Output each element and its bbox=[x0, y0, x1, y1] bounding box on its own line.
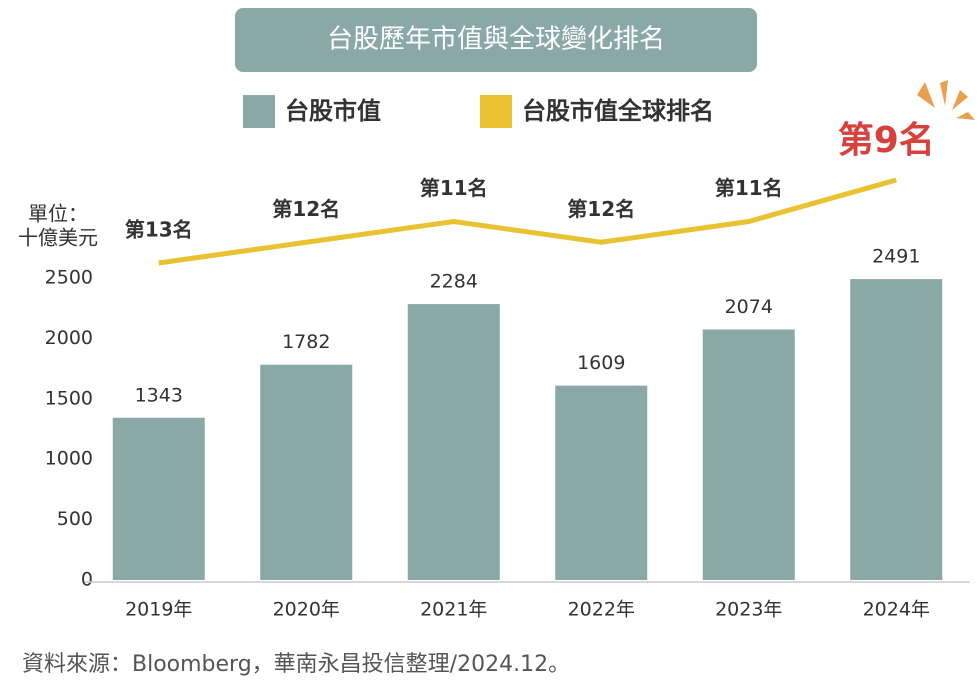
chart-title: 台股歷年市值與全球變化排名 bbox=[327, 25, 665, 55]
bar bbox=[112, 417, 205, 580]
burst bbox=[917, 80, 975, 120]
legend-swatch bbox=[243, 95, 275, 128]
bar bbox=[407, 304, 500, 580]
bar bbox=[850, 279, 943, 580]
rank-label: 第9名 bbox=[838, 120, 935, 161]
y-tick-label: 1000 bbox=[45, 448, 93, 470]
bar-value-label: 2284 bbox=[430, 271, 478, 293]
bar-value-label: 1782 bbox=[282, 331, 330, 353]
y-axis-label: 十億美元 bbox=[18, 226, 98, 250]
legend-swatch bbox=[480, 95, 512, 128]
y-tick-label: 500 bbox=[57, 508, 93, 530]
bar-value-label: 1343 bbox=[135, 384, 183, 406]
rank-label: 第12名 bbox=[567, 197, 635, 221]
y-tick-label: 2000 bbox=[45, 327, 93, 349]
x-tick-label: 2019年 bbox=[125, 599, 192, 621]
y-tick-label: 1500 bbox=[45, 387, 93, 409]
x-tick-label: 2021年 bbox=[420, 599, 487, 621]
x-tick-label: 2022年 bbox=[568, 599, 635, 621]
x-tick-label: 2024年 bbox=[863, 599, 930, 621]
x-tick-label: 2020年 bbox=[273, 599, 340, 621]
bar-value-label: 1609 bbox=[577, 352, 625, 374]
rank-label: 第11名 bbox=[420, 176, 488, 200]
title-box bbox=[235, 8, 757, 72]
legend-label: 台股市值全球排名 bbox=[522, 97, 714, 125]
bar bbox=[260, 364, 353, 580]
source-note: 資料來源：Bloomberg，華南永昌投信整理/2024.12。 bbox=[22, 652, 570, 677]
legend-label: 台股市值 bbox=[285, 97, 381, 125]
bar-value-label: 2074 bbox=[725, 296, 773, 318]
y-tick-label: 2500 bbox=[45, 267, 93, 289]
bar-value-label: 2491 bbox=[872, 246, 920, 268]
rank-label: 第11名 bbox=[715, 176, 783, 200]
x-tick-label: 2023年 bbox=[715, 599, 782, 621]
y-axis-label: 單位： bbox=[28, 202, 88, 226]
bar bbox=[555, 385, 648, 580]
y-tick-label: 0 bbox=[81, 569, 93, 591]
rank-line bbox=[158, 177, 897, 266]
rank-label: 第12名 bbox=[272, 197, 340, 221]
bar bbox=[702, 329, 795, 580]
rank-label: 第13名 bbox=[125, 218, 193, 242]
